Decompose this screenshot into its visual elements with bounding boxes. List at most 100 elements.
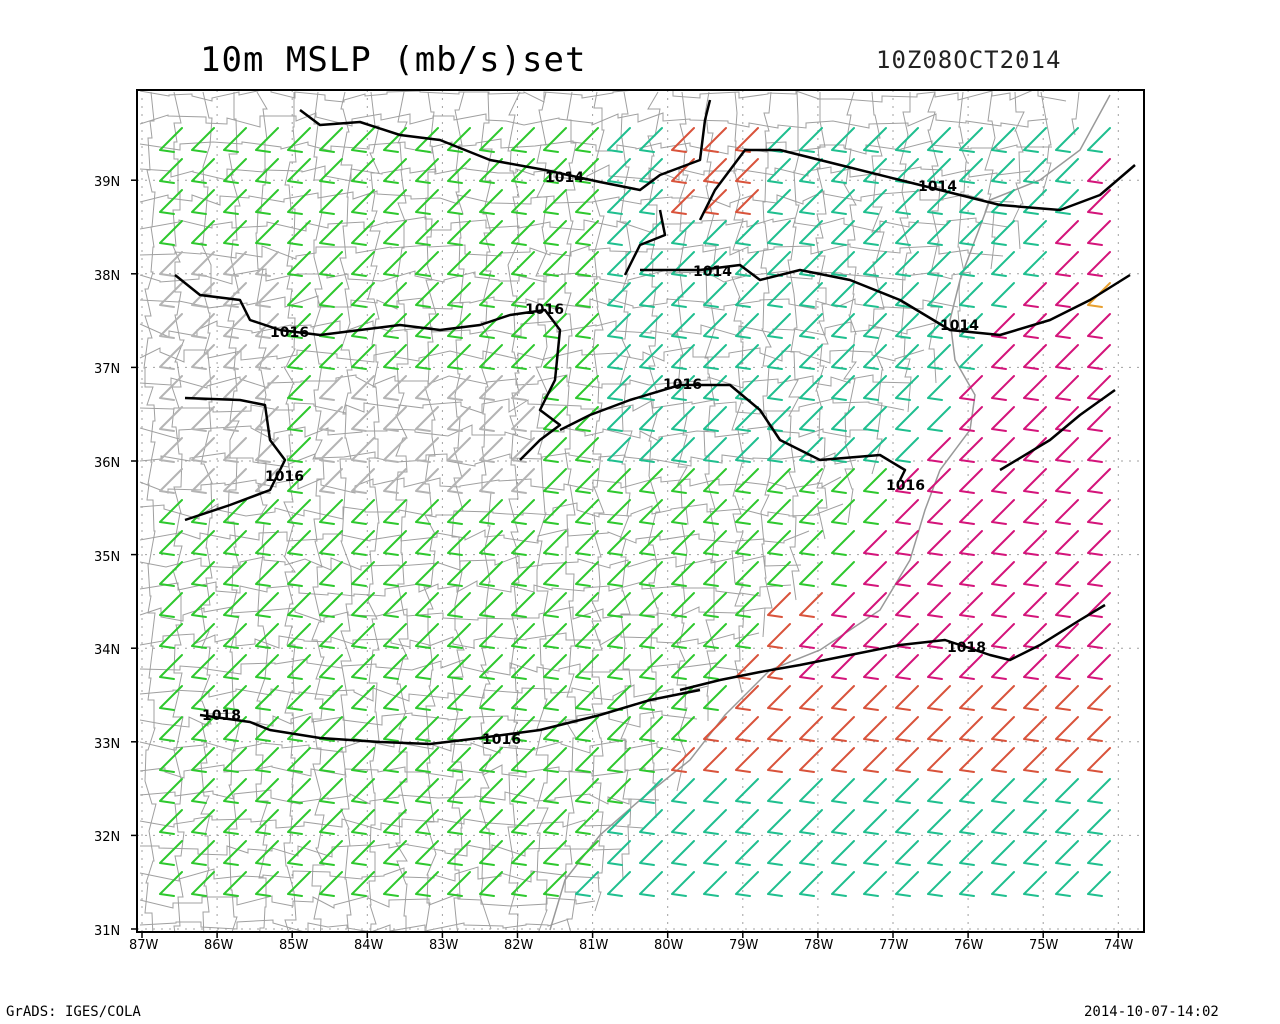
wind-barb bbox=[959, 375, 983, 401]
wind-barb bbox=[543, 809, 567, 835]
wind-barb bbox=[639, 406, 663, 432]
county-line bbox=[139, 90, 1067, 103]
wind-barb bbox=[767, 468, 791, 494]
wind-barb bbox=[511, 499, 535, 525]
wind-barb bbox=[799, 623, 823, 649]
wind-barb bbox=[287, 871, 311, 897]
wind-barb bbox=[319, 778, 343, 804]
wind-barb bbox=[959, 282, 983, 308]
y-tick-label: 39N bbox=[94, 175, 120, 190]
wind-barb bbox=[1087, 623, 1111, 649]
wind-barb bbox=[479, 282, 503, 308]
wind-barb bbox=[1055, 809, 1079, 835]
wind-barb bbox=[959, 871, 983, 897]
wind-barb bbox=[1055, 716, 1079, 742]
wind-barb bbox=[447, 313, 471, 339]
wind-barb bbox=[959, 561, 983, 587]
wind-barb bbox=[1055, 530, 1079, 556]
wind-barb bbox=[479, 778, 503, 804]
wind-barb bbox=[191, 561, 215, 587]
wind-barb bbox=[287, 499, 311, 525]
wind-barb bbox=[927, 747, 951, 773]
wind-barb bbox=[383, 530, 407, 556]
isobar-line bbox=[698, 148, 1136, 221]
wind-barb bbox=[671, 437, 695, 463]
wind-barb bbox=[735, 871, 759, 897]
wind-barb bbox=[383, 220, 407, 246]
wind-barb bbox=[447, 499, 471, 525]
wind-barb bbox=[319, 747, 343, 773]
wind-barb bbox=[895, 778, 919, 804]
wind-barb bbox=[415, 809, 439, 835]
wind-barb bbox=[543, 654, 567, 680]
wind-barb bbox=[319, 406, 343, 432]
wind-barb bbox=[831, 406, 855, 432]
wind-barb bbox=[767, 871, 791, 897]
wind-barb bbox=[927, 468, 951, 494]
wind-barb bbox=[415, 561, 439, 587]
wind-barb bbox=[831, 375, 855, 401]
wind-barb bbox=[927, 375, 951, 401]
wind-barb bbox=[159, 654, 183, 680]
wind-barb bbox=[223, 375, 247, 401]
y-tick-label: 33N bbox=[94, 737, 120, 752]
wind-barb bbox=[703, 406, 727, 432]
wind-barb bbox=[447, 189, 471, 215]
wind-barb bbox=[287, 189, 311, 215]
wind-barb bbox=[671, 406, 695, 432]
wind-barb bbox=[351, 220, 375, 246]
county-line bbox=[139, 632, 760, 649]
county-line bbox=[139, 789, 660, 805]
wind-barb bbox=[159, 406, 183, 432]
wind-barb bbox=[383, 809, 407, 835]
isobar-line bbox=[559, 383, 907, 481]
wind-barb bbox=[607, 499, 631, 525]
wind-barb bbox=[1023, 747, 1047, 773]
wind-barb bbox=[223, 344, 247, 370]
wind-barb bbox=[799, 871, 823, 897]
wind-barb bbox=[1055, 251, 1079, 277]
wind-barb bbox=[1023, 282, 1047, 308]
wind-barb bbox=[1023, 685, 1047, 711]
isobars bbox=[174, 99, 1136, 746]
wind-barb bbox=[735, 716, 759, 742]
wind-barb bbox=[671, 468, 695, 494]
wind-barb bbox=[1055, 747, 1079, 773]
wind-barb bbox=[351, 840, 375, 866]
wind-barb bbox=[863, 313, 887, 339]
wind-barb bbox=[735, 127, 759, 153]
wind-barb bbox=[287, 716, 311, 742]
wind-barb bbox=[511, 809, 535, 835]
wind-barb bbox=[543, 530, 567, 556]
wind-barb bbox=[255, 282, 279, 308]
wind-barb bbox=[1055, 654, 1079, 680]
wind-barb bbox=[287, 406, 311, 432]
wind-barb bbox=[287, 468, 311, 494]
y-tick-label: 36N bbox=[94, 456, 120, 471]
wind-barb bbox=[511, 685, 535, 711]
wind-barb bbox=[543, 778, 567, 804]
wind-barb bbox=[479, 530, 503, 556]
wind-barb bbox=[511, 592, 535, 618]
wind-barb bbox=[799, 344, 823, 370]
wind-barb bbox=[735, 158, 759, 184]
wind-barb bbox=[575, 654, 599, 680]
wind-barb bbox=[703, 127, 727, 153]
wind-barb bbox=[703, 344, 727, 370]
x-tick-label: 83W bbox=[429, 938, 459, 953]
wind-barb bbox=[351, 189, 375, 215]
wind-barb bbox=[831, 623, 855, 649]
wind-barb bbox=[447, 561, 471, 587]
county-line bbox=[139, 374, 914, 389]
wind-barb bbox=[1087, 313, 1111, 339]
wind-barb bbox=[671, 220, 695, 246]
wind-barb bbox=[191, 158, 215, 184]
wind-barb bbox=[511, 251, 535, 277]
wind-barb bbox=[255, 499, 279, 525]
wind-barb bbox=[1055, 437, 1079, 463]
plot-frame bbox=[136, 89, 1145, 933]
wind-barb bbox=[703, 437, 727, 463]
wind-barb bbox=[223, 592, 247, 618]
wind-barb bbox=[799, 499, 823, 525]
wind-barb bbox=[1087, 251, 1111, 277]
